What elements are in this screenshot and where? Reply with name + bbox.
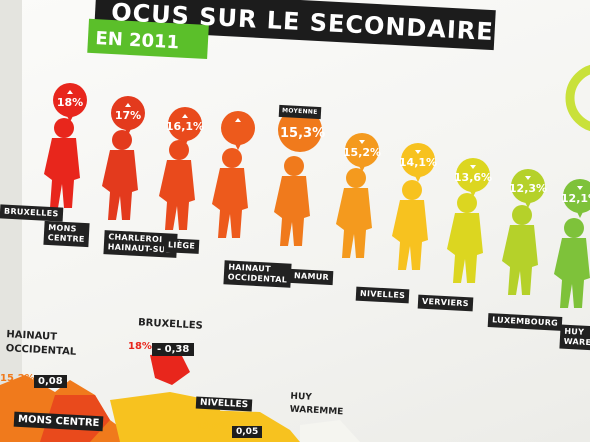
arrow-up-icon bbox=[235, 118, 241, 122]
map-delta-hainaut: 0,08 bbox=[34, 375, 67, 388]
average-tag: MOYENNE bbox=[278, 104, 321, 120]
map-label-huy: HUY WAREMME bbox=[289, 391, 344, 418]
region-figure bbox=[102, 96, 145, 220]
child-silhouette-icon bbox=[284, 156, 304, 176]
map-pct-nivelles: 13,6% bbox=[196, 422, 228, 432]
region-figure bbox=[392, 143, 435, 270]
region-percentage: 12,3% bbox=[508, 182, 548, 195]
percentage-bubble bbox=[168, 107, 202, 141]
region-percentage: 14,1% bbox=[398, 156, 438, 169]
arrow-up-icon bbox=[125, 103, 131, 107]
arrow-down-icon bbox=[470, 165, 476, 169]
percentage-bubble bbox=[563, 179, 590, 213]
arrow-up-icon bbox=[182, 114, 188, 118]
percentage-bubble bbox=[345, 133, 379, 167]
bruxelles-map-area bbox=[150, 352, 190, 385]
percentage-bubble bbox=[456, 158, 490, 192]
child-silhouette-icon bbox=[222, 148, 242, 168]
region-label: HUY WAREMME bbox=[559, 324, 590, 352]
region-figure bbox=[159, 107, 202, 230]
region-label: NIVELLES bbox=[355, 286, 410, 304]
child-silhouette-icon bbox=[112, 130, 132, 150]
map-delta-bruxelles: - 0,38 bbox=[152, 343, 195, 356]
arrow-up-icon bbox=[67, 90, 73, 94]
region-percentage: 13,6% bbox=[453, 171, 493, 184]
region-label: NAMUR bbox=[289, 268, 334, 286]
region-figure bbox=[447, 158, 490, 283]
arrow-down-icon bbox=[525, 176, 531, 180]
region-percentage: 12,1% bbox=[560, 192, 590, 205]
child-silhouette-icon bbox=[402, 180, 422, 200]
header-subtitle-band bbox=[87, 18, 209, 60]
region-percentage: 16,1% bbox=[165, 120, 205, 133]
region-figure bbox=[554, 179, 590, 308]
header-title-band bbox=[94, 0, 496, 51]
map-pct-bruxelles: 18% bbox=[128, 341, 152, 352]
region-figure bbox=[502, 169, 545, 295]
percentage-bubble bbox=[221, 111, 255, 145]
arrow-down-icon bbox=[359, 140, 365, 144]
map-delta-nivelles: 0,05 bbox=[232, 426, 263, 438]
child-silhouette-icon bbox=[512, 205, 532, 225]
region-figure bbox=[212, 111, 255, 238]
region-label: LIÈGE bbox=[163, 238, 200, 254]
map-label-hainaut: HAINAUT OCCIDENTAL bbox=[5, 329, 77, 358]
region-figure bbox=[336, 133, 379, 258]
arrow-down-icon bbox=[415, 150, 421, 154]
percentage-bubble bbox=[278, 108, 322, 152]
region-figure bbox=[44, 83, 87, 208]
region-label: VERVIERS bbox=[417, 294, 474, 312]
region-percentage: 18% bbox=[56, 96, 84, 109]
child-silhouette-icon bbox=[169, 140, 189, 160]
percentage-bubble bbox=[53, 83, 87, 117]
page-subtitle: EN 2011 bbox=[94, 28, 180, 54]
child-silhouette-icon bbox=[564, 218, 584, 238]
child-silhouette-icon bbox=[457, 193, 477, 213]
region-figure bbox=[274, 108, 322, 246]
child-silhouette-icon bbox=[346, 168, 366, 188]
region-percentage: 17% bbox=[114, 109, 142, 122]
percentage-bubble bbox=[401, 143, 435, 177]
percentage-bubble bbox=[111, 96, 145, 130]
child-silhouette-icon bbox=[54, 118, 74, 138]
map-pct-hainaut: 15,2% bbox=[0, 373, 35, 384]
region-percentage: 15,3% bbox=[280, 126, 326, 141]
region-label: MONS CENTRE bbox=[43, 220, 90, 248]
gauge-icon bbox=[565, 64, 590, 132]
arrow-down-icon bbox=[577, 186, 583, 190]
region-percentage: 15,2% bbox=[342, 146, 382, 159]
region-label: HAINAUT OCCIDENTAL bbox=[223, 260, 293, 288]
percentage-bubble bbox=[511, 169, 545, 203]
